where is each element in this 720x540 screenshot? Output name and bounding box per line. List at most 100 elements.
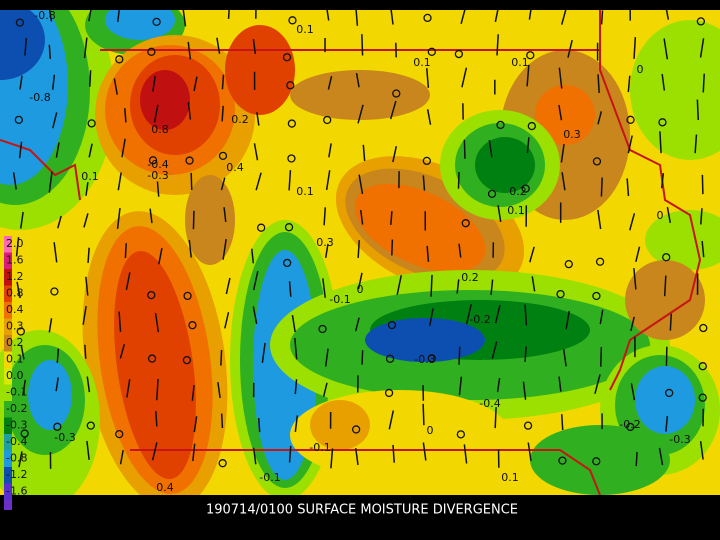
wind-barb (83, 213, 89, 228)
map-shape: 0.3 (563, 128, 581, 141)
wind-barb (56, 348, 60, 364)
wind-barb (630, 316, 635, 332)
wind-barb (494, 407, 497, 429)
wind-barb (154, 312, 160, 333)
wind-barb (323, 207, 327, 226)
map-shape: 0.1 (296, 23, 314, 36)
wind-barb (216, 37, 221, 54)
wind-barb (288, 281, 292, 297)
legend-swatch (4, 483, 12, 500)
wind-barb (599, 346, 603, 367)
legend-swatch (4, 500, 12, 510)
legend-label: 0.4 (6, 303, 24, 316)
map-shape (28, 360, 72, 430)
calm-marker (86, 421, 95, 430)
calm-marker (427, 47, 436, 56)
map-shape: -0.1 (329, 293, 350, 306)
wind-barb (294, 337, 298, 360)
calm-marker (15, 18, 25, 27)
wind-barb (702, 73, 705, 93)
wind-barb (700, 208, 703, 225)
wind-barb (496, 377, 501, 393)
wind-barb (86, 440, 90, 460)
wind-barb (658, 447, 664, 466)
wind-barb (561, 172, 566, 191)
wind-barb (222, 239, 227, 260)
wind-barb (255, 172, 262, 191)
wind-barb (560, 414, 564, 431)
wind-barb (158, 247, 163, 265)
wind-barb (660, 172, 665, 189)
calm-marker (523, 421, 533, 430)
calm-marker (87, 119, 96, 128)
legend-label: 0.2 (6, 336, 24, 349)
wind-barb (89, 70, 92, 87)
calm-marker (257, 223, 266, 232)
legend-swatch (4, 384, 12, 401)
wind-barb (633, 37, 637, 59)
wind-barb (526, 64, 530, 87)
wind-barb (261, 342, 266, 363)
wind-barb (666, 206, 672, 223)
wind-barb (252, 39, 257, 55)
legend-swatch (4, 285, 12, 302)
wind-barb (84, 344, 87, 359)
wind-barb (630, 383, 636, 401)
wind-barb (699, 441, 704, 460)
wind-barb (357, 272, 363, 290)
legend-label: -0.4 (6, 435, 27, 448)
wind-barb (392, 444, 395, 463)
wind-barb (85, 182, 89, 196)
wind-barb (53, 242, 58, 263)
wind-barb (121, 138, 126, 158)
legend-swatch (4, 434, 12, 451)
wind-barb (86, 376, 91, 393)
calm-marker (147, 290, 156, 300)
map-shape (0, 10, 702, 495)
wind-barb (663, 38, 669, 60)
wind-barb (156, 181, 160, 197)
calm-marker (288, 16, 297, 25)
map-shape: 0.2 (231, 113, 249, 126)
wind-barb (220, 177, 226, 191)
calm-marker (521, 184, 530, 193)
wind-barb (288, 445, 292, 463)
calm-marker (558, 456, 567, 465)
map-shape: 0.2 (509, 185, 527, 198)
calm-marker (461, 219, 470, 228)
calm-marker (50, 287, 59, 296)
map-shape (140, 70, 190, 130)
calm-marker (423, 13, 432, 23)
map-shape: 0 (637, 63, 644, 76)
calm-marker (658, 118, 667, 127)
wind-barb (155, 411, 158, 427)
wind-barb (599, 309, 604, 325)
wind-barb (669, 313, 673, 331)
wind-barb (357, 240, 360, 258)
legend-label: -0.1 (6, 386, 27, 399)
wind-barb (193, 416, 198, 433)
wind-barb (190, 172, 193, 190)
wind-barb (227, 10, 230, 19)
calm-marker (665, 388, 674, 398)
wind-barb (496, 34, 499, 56)
calm-marker (147, 47, 156, 56)
wind-barb (328, 143, 332, 158)
map-shape (535, 85, 595, 145)
wind-barb (627, 135, 633, 154)
wind-barb (355, 10, 359, 26)
wind-barb (422, 175, 426, 191)
calm-marker (456, 430, 465, 439)
wind-barb (567, 39, 573, 58)
wind-barb (392, 146, 398, 163)
calm-marker (286, 81, 295, 90)
wind-barb (522, 381, 527, 400)
calm-marker (592, 291, 601, 301)
contour-labels: -0.8 0.1 0.1 0.1 -0.8 0.8 0.2 -0.4 -0.3 … (29, 9, 690, 494)
wind-barb (389, 100, 397, 120)
legend-label: 1.2 (6, 270, 24, 283)
wind-barb (396, 275, 402, 295)
wind-barb (252, 306, 258, 324)
calm-marker (20, 429, 29, 438)
